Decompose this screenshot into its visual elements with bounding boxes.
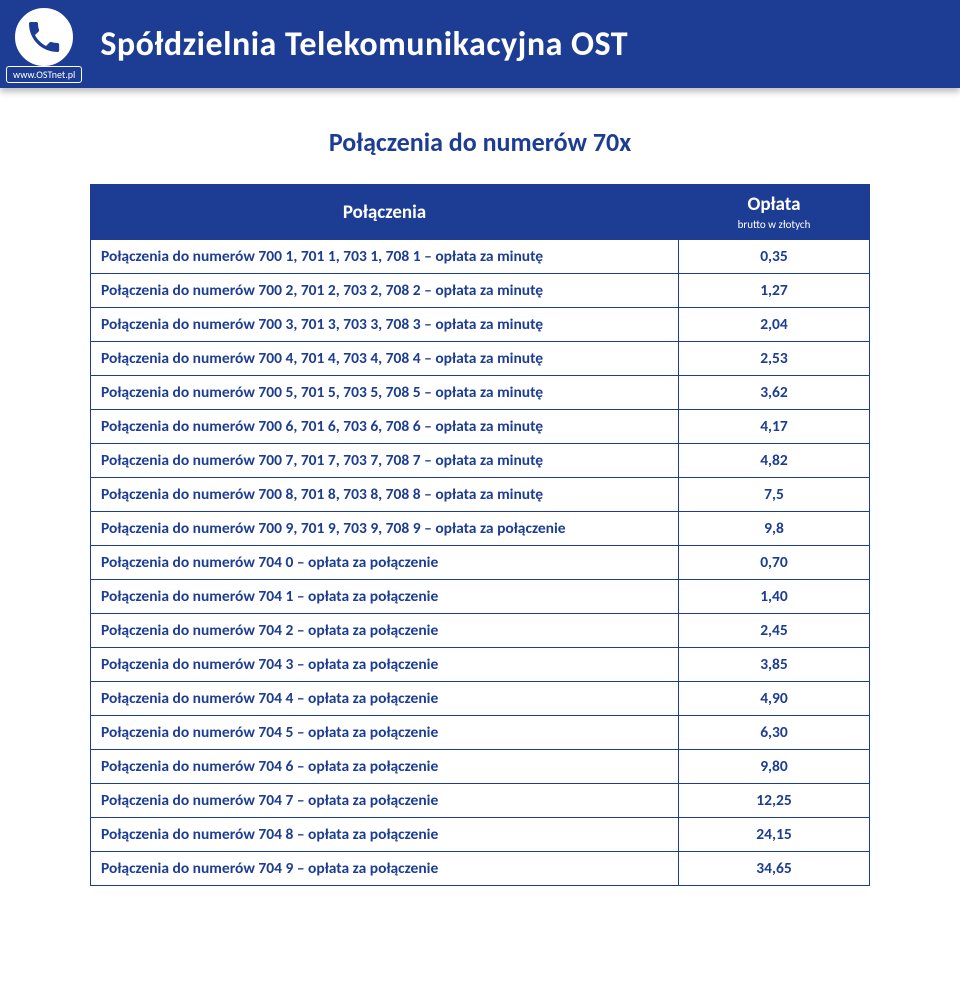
table-row: Połączenia do numerów 704 4 – opłata za … xyxy=(91,682,870,716)
row-desc: Połączenia do numerów 700 5, 701 5, 703 … xyxy=(91,376,679,410)
row-val: 0,70 xyxy=(679,546,870,580)
row-val: 7,5 xyxy=(679,478,870,512)
row-desc: Połączenia do numerów 704 3 – opłata za … xyxy=(91,648,679,682)
table-row: Połączenia do numerów 704 8 – opłata za … xyxy=(91,818,870,852)
row-val: 1,27 xyxy=(679,274,870,308)
row-desc: Połączenia do numerów 704 9 – opłata za … xyxy=(91,852,679,886)
row-val: 2,04 xyxy=(679,308,870,342)
table-row: Połączenia do numerów 704 6 – opłata za … xyxy=(91,750,870,784)
row-val: 4,90 xyxy=(679,682,870,716)
row-val: 6,30 xyxy=(679,716,870,750)
table-row: Połączenia do numerów 704 5 – opłata za … xyxy=(91,716,870,750)
row-desc: Połączenia do numerów 700 7, 701 7, 703 … xyxy=(91,444,679,478)
row-desc: Połączenia do numerów 704 0 – opłata za … xyxy=(91,546,679,580)
row-desc: Połączenia do numerów 700 6, 701 6, 703 … xyxy=(91,410,679,444)
price-table: Połączenia Opłata brutto w złotych Połąc… xyxy=(90,184,870,886)
row-val: 34,65 xyxy=(679,852,870,886)
row-val: 4,17 xyxy=(679,410,870,444)
table-row: Połączenia do numerów 700 5, 701 5, 703 … xyxy=(91,376,870,410)
row-desc: Połączenia do numerów 700 2, 701 2, 703 … xyxy=(91,274,679,308)
row-desc: Połączenia do numerów 704 8 – opłata za … xyxy=(91,818,679,852)
row-val: 12,25 xyxy=(679,784,870,818)
table-row: Połączenia do numerów 700 1, 701 1, 703 … xyxy=(91,240,870,274)
col-fee-sub: brutto w złotych xyxy=(689,218,859,231)
row-desc: Połączenia do numerów 700 9, 701 9, 703 … xyxy=(91,512,679,546)
row-val: 3,85 xyxy=(679,648,870,682)
table-row: Połączenia do numerów 704 3 – opłata za … xyxy=(91,648,870,682)
row-val: 9,80 xyxy=(679,750,870,784)
logo-circle xyxy=(11,4,77,70)
table-row: Połączenia do numerów 700 2, 701 2, 703 … xyxy=(91,274,870,308)
row-desc: Połączenia do numerów 704 1 – opłata za … xyxy=(91,580,679,614)
row-desc: Połączenia do numerów 704 7 – opłata za … xyxy=(91,784,679,818)
row-desc: Połączenia do numerów 700 4, 701 4, 703 … xyxy=(91,342,679,376)
col-fee: Opłata brutto w złotych xyxy=(679,185,870,240)
table-row: Połączenia do numerów 700 6, 701 6, 703 … xyxy=(91,410,870,444)
table-row: Połączenia do numerów 700 8, 701 8, 703 … xyxy=(91,478,870,512)
table-row: Połączenia do numerów 704 7 – opłata za … xyxy=(91,784,870,818)
page-title: Połączenia do numerów 70x xyxy=(90,126,870,158)
row-desc: Połączenia do numerów 704 5 – opłata za … xyxy=(91,716,679,750)
col-fee-main: Opłata xyxy=(689,193,859,216)
row-val: 3,62 xyxy=(679,376,870,410)
row-desc: Połączenia do numerów 700 8, 701 8, 703 … xyxy=(91,478,679,512)
header-band: www.OSTnet.pl Spółdzielnia Telekomunikac… xyxy=(0,0,960,88)
row-val: 24,15 xyxy=(679,818,870,852)
table-row: Połączenia do numerów 700 4, 701 4, 703 … xyxy=(91,342,870,376)
row-val: 1,40 xyxy=(679,580,870,614)
row-val: 2,53 xyxy=(679,342,870,376)
content: Połączenia do numerów 70x Połączenia Opł… xyxy=(0,88,960,916)
table-row: Połączenia do numerów 704 1 – opłata za … xyxy=(91,580,870,614)
row-desc: Połączenia do numerów 704 6 – opłata za … xyxy=(91,750,679,784)
table-row: Połączenia do numerów 700 7, 701 7, 703 … xyxy=(91,444,870,478)
row-desc: Połączenia do numerów 704 2 – opłata za … xyxy=(91,614,679,648)
col-connections: Połączenia xyxy=(91,185,679,240)
row-val: 2,45 xyxy=(679,614,870,648)
logo-link: www.OSTnet.pl xyxy=(6,66,82,83)
row-val: 9,8 xyxy=(679,512,870,546)
table-row: Połączenia do numerów 704 2 – opłata za … xyxy=(91,614,870,648)
phone-icon xyxy=(24,17,64,57)
table-row: Połączenia do numerów 704 9 – opłata za … xyxy=(91,852,870,886)
table-header-row: Połączenia Opłata brutto w złotych xyxy=(91,185,870,240)
row-desc: Połączenia do numerów 704 4 – opłata za … xyxy=(91,682,679,716)
table-row: Połączenia do numerów 700 3, 701 3, 703 … xyxy=(91,308,870,342)
row-desc: Połączenia do numerów 700 1, 701 1, 703 … xyxy=(91,240,679,274)
row-desc: Połączenia do numerów 700 3, 701 3, 703 … xyxy=(91,308,679,342)
table-row: Połączenia do numerów 704 0 – opłata za … xyxy=(91,546,870,580)
company-name: Spółdzielnia Telekomunikacyjna OST xyxy=(100,24,628,65)
table-row: Połączenia do numerów 700 9, 701 9, 703 … xyxy=(91,512,870,546)
row-val: 4,82 xyxy=(679,444,870,478)
row-val: 0,35 xyxy=(679,240,870,274)
logo: www.OSTnet.pl xyxy=(6,6,82,83)
